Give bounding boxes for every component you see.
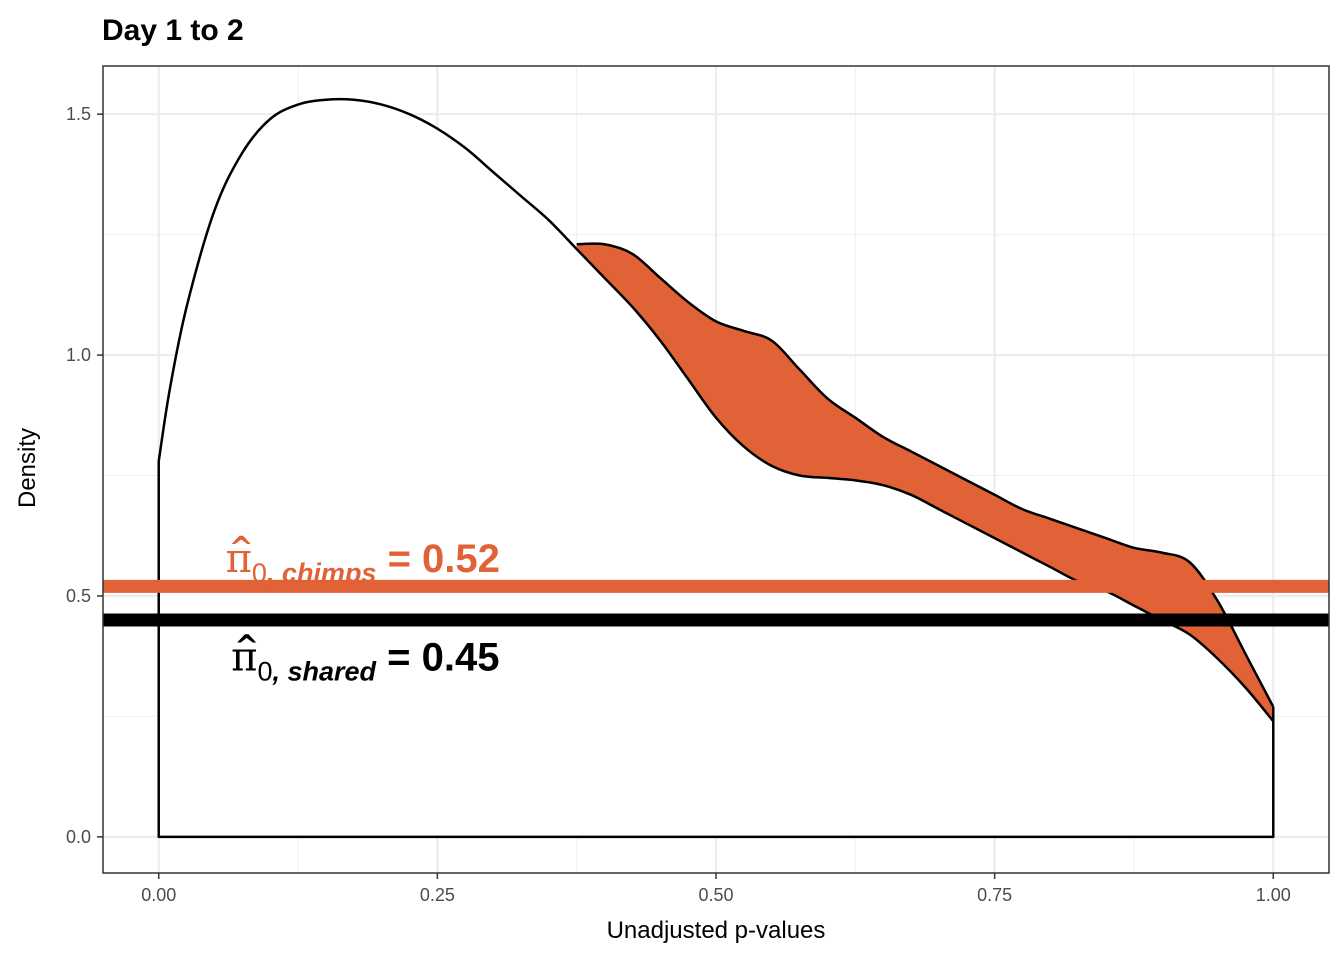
pi-hat: ^ (234, 630, 259, 665)
shared-density-background (158, 99, 1274, 837)
x-tick-label: 0.75 (977, 885, 1012, 905)
pi-symbol: π (226, 536, 252, 582)
x-tick-label: 1.00 (1256, 885, 1291, 905)
y-tick-label: 0.0 (66, 827, 91, 847)
y-tick-label: 0.5 (66, 586, 91, 606)
pi-annotation-chimps: π0, chimps = 0.52 (226, 536, 500, 588)
pi-hat: ^ (229, 531, 254, 566)
pi-annotation-shared: π0, shared = 0.45 (231, 635, 499, 687)
pi-equals: = (376, 537, 422, 581)
pi-value: 0.45 (422, 636, 500, 680)
x-tick-label: 0.25 (420, 885, 455, 905)
x-axis: 0.00 0.25 0.50 0.75 1.00 (141, 873, 1291, 905)
y-tick-label: 1.0 (66, 345, 91, 365)
y-axis: 0.0 0.5 1.0 1.5 (66, 104, 103, 847)
x-tick-label: 0.50 (698, 885, 733, 905)
annotations: π0, chimps = 0.52^π0, shared = 0.45^ (226, 531, 500, 687)
reference-lines (103, 579, 1329, 627)
x-tick-label: 0.00 (141, 885, 176, 905)
pi-equals: = (376, 636, 422, 680)
y-axis-title: Density (14, 428, 41, 508)
pi-value: 0.52 (422, 537, 500, 581)
y-tick-label: 1.5 (66, 104, 91, 124)
chart-title: Day 1 to 2 (102, 14, 244, 47)
chimps-density-curve (576, 242, 1275, 708)
chimps-excess-area (576, 243, 1274, 722)
pi-zero: 0 (257, 657, 272, 687)
x-axis-title: Unadjusted p-values (607, 917, 826, 944)
pi-subscript: , chimps (266, 558, 377, 588)
pi-subscript: , shared (272, 657, 377, 687)
pi-symbol: π (231, 635, 257, 681)
pi-zero: 0 (252, 558, 267, 588)
